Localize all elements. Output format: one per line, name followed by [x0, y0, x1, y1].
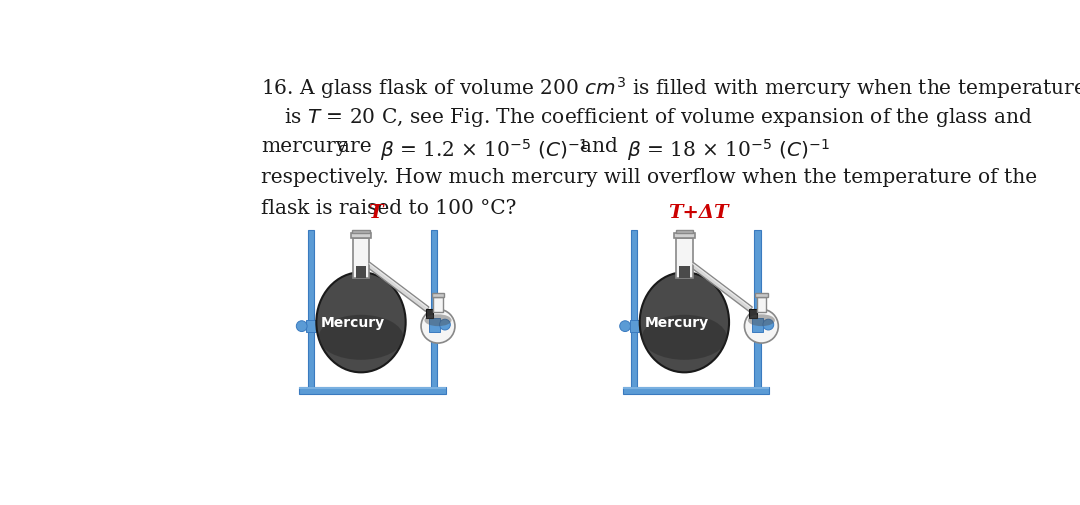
Bar: [431, 230, 437, 387]
Bar: [355, 267, 366, 279]
Text: $\beta$ = 18 × 10$^{-5}$ $(C)^{-1}$: $\beta$ = 18 × 10$^{-5}$ $(C)^{-1}$: [626, 137, 829, 163]
Bar: [676, 230, 693, 233]
Bar: [432, 293, 444, 297]
Bar: [674, 233, 694, 239]
Text: Mercury: Mercury: [321, 316, 386, 330]
Ellipse shape: [639, 273, 729, 373]
Bar: [746, 321, 761, 329]
Ellipse shape: [642, 315, 727, 360]
Bar: [299, 387, 446, 389]
Bar: [631, 322, 721, 331]
Bar: [299, 387, 446, 394]
Bar: [755, 230, 760, 387]
Text: 16. A glass flask of volume 200 $cm^3$ is filled with mercury when the temperatu: 16. A glass flask of volume 200 $cm^3$ i…: [261, 75, 1080, 101]
Bar: [623, 387, 769, 389]
Polygon shape: [366, 263, 429, 312]
Circle shape: [762, 320, 773, 330]
Text: flask is raised to 100 °C?: flask is raised to 100 °C?: [261, 198, 516, 217]
Bar: [307, 322, 397, 331]
Ellipse shape: [319, 315, 404, 360]
Bar: [676, 239, 693, 279]
Bar: [623, 387, 769, 394]
Ellipse shape: [316, 273, 406, 373]
Bar: [679, 267, 690, 279]
Polygon shape: [692, 263, 752, 309]
Text: $\beta$ = 1.2 × 10$^{-5}$ $(C)^{-1}$: $\beta$ = 1.2 × 10$^{-5}$ $(C)^{-1}$: [380, 137, 589, 163]
Text: mercury: mercury: [261, 137, 347, 156]
Bar: [757, 297, 766, 313]
Bar: [352, 230, 369, 233]
Bar: [632, 230, 637, 387]
Text: are: are: [338, 137, 372, 156]
Ellipse shape: [424, 315, 451, 327]
Text: is $T$ = 20 C, see Fig. The coefficient of volume expansion of the glass and: is $T$ = 20 C, see Fig. The coefficient …: [284, 106, 1032, 129]
Text: respectively. How much mercury will overflow when the temperature of the: respectively. How much mercury will over…: [261, 168, 1037, 186]
Text: Mercury: Mercury: [645, 316, 708, 330]
Bar: [750, 310, 757, 319]
Circle shape: [744, 310, 779, 343]
Bar: [351, 233, 372, 239]
Bar: [433, 297, 443, 313]
Text: T+ΔT: T+ΔT: [669, 203, 729, 221]
Bar: [755, 293, 768, 297]
Bar: [422, 321, 438, 329]
Circle shape: [421, 310, 455, 343]
Bar: [630, 320, 639, 333]
Bar: [426, 310, 433, 319]
Bar: [308, 230, 314, 387]
Polygon shape: [690, 263, 753, 312]
Text: T: T: [367, 203, 382, 221]
Circle shape: [620, 321, 631, 332]
Bar: [752, 318, 762, 332]
Bar: [352, 239, 369, 279]
Circle shape: [296, 321, 307, 332]
Circle shape: [440, 320, 450, 330]
Bar: [429, 318, 440, 332]
Bar: [307, 320, 315, 333]
Text: and: and: [580, 137, 619, 156]
Ellipse shape: [747, 315, 775, 327]
Polygon shape: [368, 263, 429, 309]
